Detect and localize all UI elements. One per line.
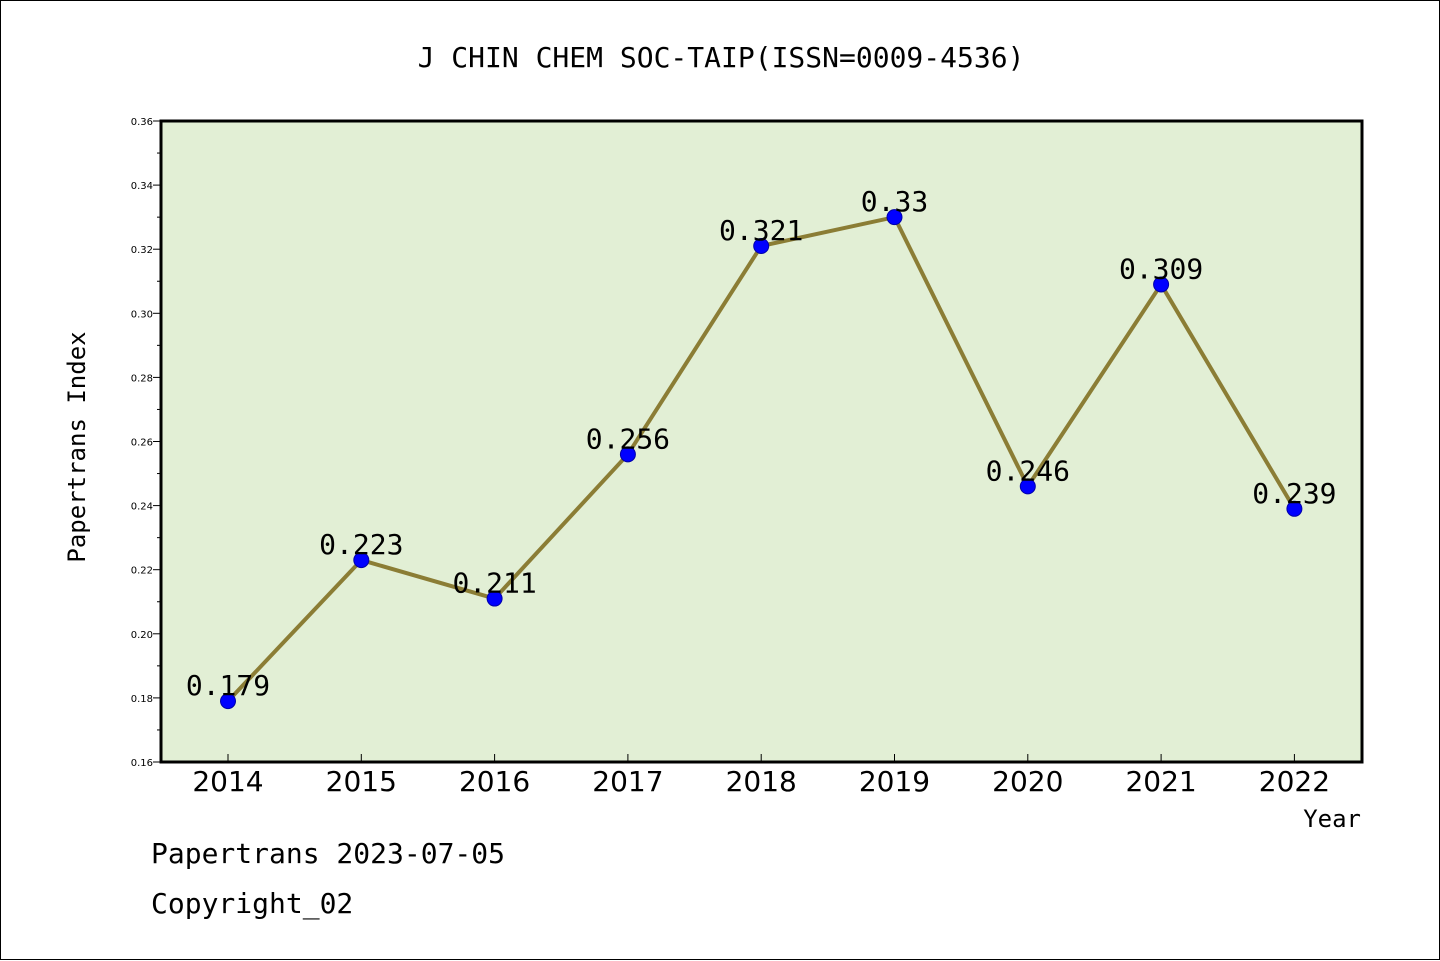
y-axis: 0.16 0.18 0.20 0.22 0.24 0.26 0.28 0.30 0.32 0.34… — [131, 117, 161, 769]
x-tick-label: 2016 — [459, 765, 530, 798]
y-tick-label: 0.36 — [131, 117, 153, 128]
y-tick-label: 0.30 — [131, 309, 153, 320]
x-tick-label: 2021 — [1125, 765, 1196, 798]
data-point-marker — [886, 209, 903, 226]
x-tick-label: 2020 — [992, 765, 1063, 798]
plot-area — [159, 119, 1364, 764]
data-label: 0.179 — [186, 669, 270, 702]
x-tick-label: 2022 — [1259, 765, 1330, 798]
y-tick-label: 0.32 — [131, 245, 153, 256]
data-point-marker — [353, 552, 370, 569]
y-tick-label: 0.18 — [131, 694, 153, 705]
x-tick-label: 2014 — [192, 765, 263, 798]
data-point-marker — [1286, 500, 1303, 517]
y-tick-label: 0.24 — [131, 502, 153, 513]
y-tick-label: 0.16 — [131, 758, 153, 769]
data-point-marker — [1019, 478, 1036, 495]
data-label: 0.246 — [986, 454, 1070, 487]
data-label: 0.256 — [586, 422, 670, 455]
y-tick-label: 0.26 — [131, 438, 153, 449]
x-tick-label: 2017 — [592, 765, 663, 798]
data-labels-layer: 0.179 0.223 0.211 0.256 0.321 0.33 0.246 0.309 0… — [186, 185, 1337, 702]
footer-copyright: Copyright_02 — [151, 887, 354, 920]
y-tick-label: 0.20 — [131, 630, 153, 641]
data-label: 0.223 — [319, 528, 403, 561]
chart-title: J CHIN CHEM SOC-TAIP(ISSN=0009-4536) — [418, 41, 1025, 74]
y-axis-label: Papertrans Index — [63, 331, 91, 562]
series-line-layer — [220, 209, 1303, 710]
y-tick-label: 0.28 — [131, 373, 153, 384]
data-label: 0.211 — [452, 567, 536, 600]
x-axis-label: Year — [1303, 805, 1361, 833]
data-point-marker — [1153, 276, 1170, 293]
x-axis: 2014 2015 2016 2017 2018 2019 2020 2021 2022 — [192, 754, 1330, 798]
y-tick-label: 0.34 — [131, 181, 153, 192]
data-label: 0.239 — [1252, 477, 1336, 510]
data-point-marker — [486, 590, 503, 607]
x-tick-label: 2018 — [726, 765, 797, 798]
x-tick-label: 2019 — [859, 765, 930, 798]
y-tick-label: 0.22 — [131, 566, 153, 577]
data-point-marker — [220, 693, 236, 710]
x-tick-label: 2015 — [326, 765, 397, 798]
data-label: 0.33 — [861, 185, 928, 218]
data-label: 0.309 — [1119, 252, 1203, 285]
data-point-marker — [753, 237, 770, 254]
data-label: 0.321 — [719, 214, 803, 247]
footer-date: Papertrans 2023-07-05 — [151, 837, 506, 870]
data-point-marker — [619, 446, 636, 463]
